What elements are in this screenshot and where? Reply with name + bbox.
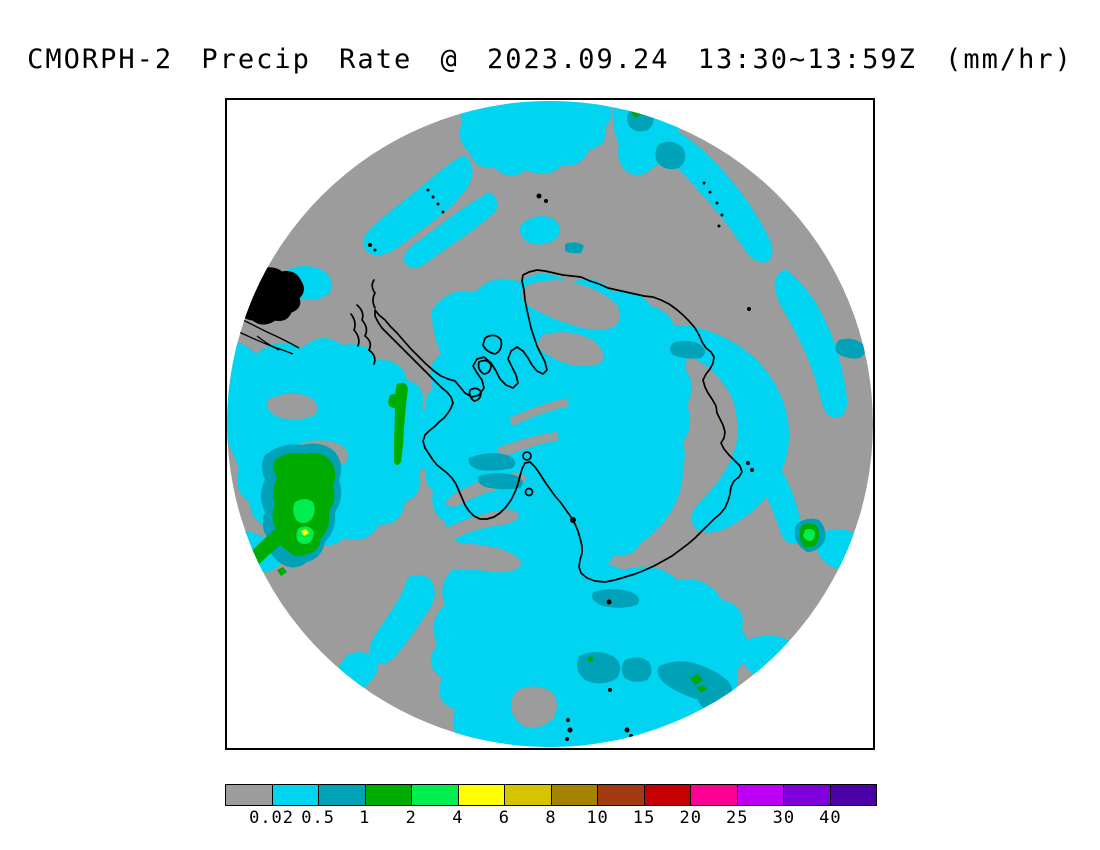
- nodata-swirl-layer: [266, 280, 621, 728]
- coastline-antarctica: [350, 269, 743, 583]
- colorbar-tick-label: 30: [772, 808, 796, 828]
- colorbar-tick-label: 2: [405, 808, 417, 828]
- colorbar: [225, 784, 877, 806]
- colorbar-tick-labels: 0.02 0.5 1 2 4 6 8 10 15 20 25 30 40: [225, 808, 877, 828]
- colorbar-tick-label: 40: [819, 808, 842, 828]
- polar-precip-map: [227, 101, 873, 747]
- colorbar-tick-label: 6: [498, 808, 511, 828]
- colorbar-tick-label: 20: [679, 808, 702, 828]
- colorbar-tick-label: 1: [359, 808, 371, 828]
- plot-title: CMORPH-2 Precip Rate @ 2023.09.24 13:30~…: [27, 44, 1073, 75]
- colorbar-tick-label: 8: [545, 808, 557, 828]
- colorbar-segment: [318, 784, 366, 806]
- colorbar-segment: [643, 784, 691, 806]
- colorbar-tick-label: 15: [632, 808, 656, 828]
- colorbar-segment: [271, 784, 319, 806]
- colorbar-tick-label: 4: [452, 808, 464, 828]
- map-frame: [225, 98, 875, 750]
- colorbar-tick-label: 10: [586, 808, 609, 828]
- colorbar-segment: [225, 784, 273, 806]
- colorbar-tick-label: 0.5: [301, 808, 335, 828]
- colorbar-segment: [783, 784, 831, 806]
- colorbar-segment: [550, 784, 598, 806]
- colorbar-tick-label: 25: [726, 808, 749, 828]
- colorbar-segment: [411, 784, 459, 806]
- colorbar-segment: [504, 784, 552, 806]
- colorbar-segment: [829, 784, 877, 806]
- colorbar-tick-label: 0.02: [249, 808, 295, 828]
- precip-intense-layer: [293, 499, 816, 544]
- colorbar-segment: [457, 784, 505, 806]
- colorbar-segment: [690, 784, 738, 806]
- precip-extreme-speck: [301, 529, 309, 536]
- colorbar-segment: [364, 784, 412, 806]
- colorbar-segment: [736, 784, 784, 806]
- colorbar-segment: [597, 784, 645, 806]
